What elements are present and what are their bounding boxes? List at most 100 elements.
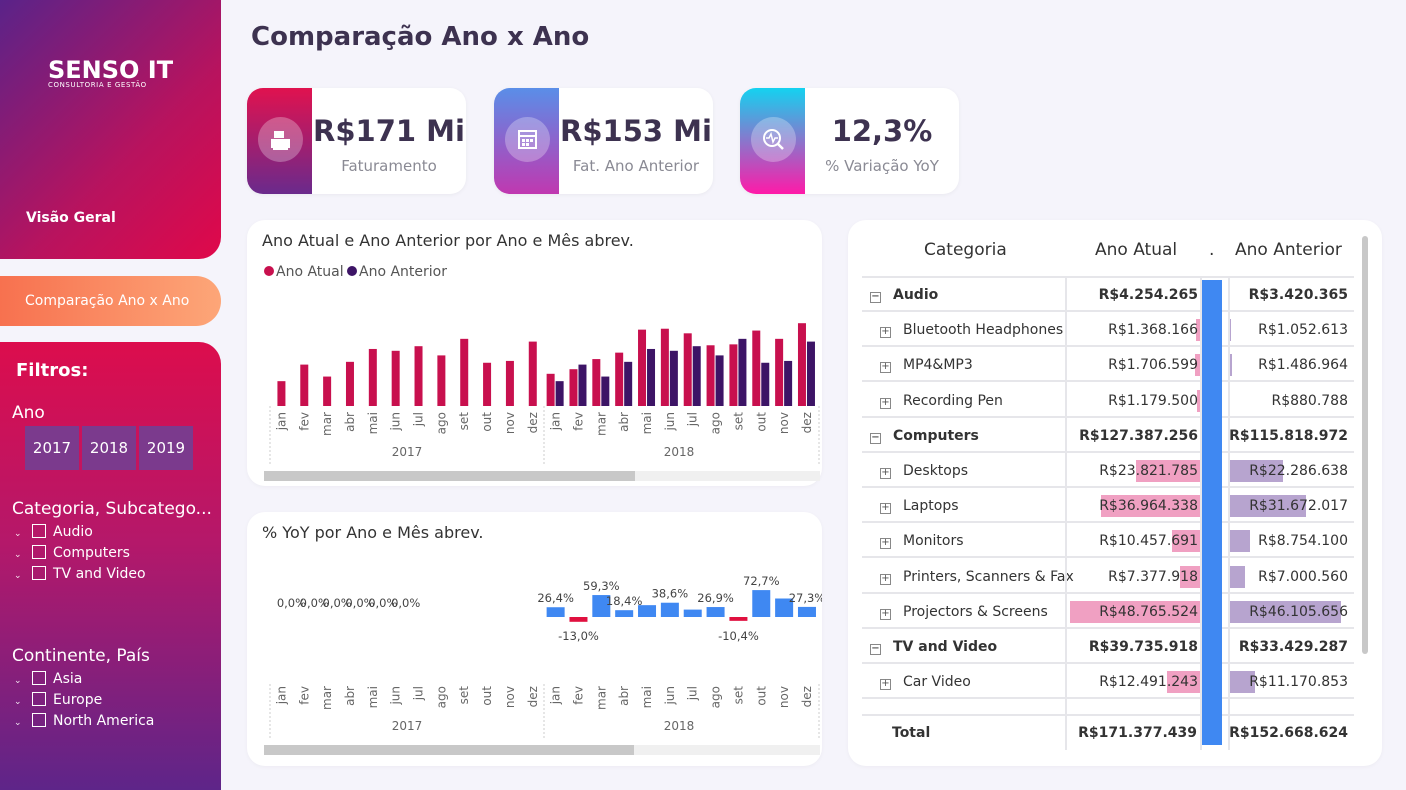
subcategory-row[interactable]: + Projectors & Screens R$48.765.524 R$46.10… xyxy=(862,595,1354,629)
data-label: 26,9% xyxy=(697,591,734,605)
kpi-value: R$153 Mi xyxy=(560,114,712,148)
yoy-bar xyxy=(615,610,634,617)
data-label: 0,0% xyxy=(300,596,329,610)
continent-item-north-america[interactable]: ⌄ North America xyxy=(14,711,154,731)
subcategory-row[interactable]: + Monitors R$10.457.691 R$8.754.100 xyxy=(862,524,1354,559)
checkbox[interactable] xyxy=(32,671,46,685)
checkbox[interactable] xyxy=(32,713,46,727)
checkbox[interactable] xyxy=(32,524,46,538)
checkbox[interactable] xyxy=(32,566,46,580)
ano-anterior-cell: R$1.486.964 xyxy=(1258,357,1348,374)
yoy-chart-panel: % YoY por Ano e Mês abrev. 0,0% jan 0,0% fe… xyxy=(247,512,822,766)
x-tick-label: jul xyxy=(686,412,700,427)
collapse-icon[interactable]: − xyxy=(870,431,881,444)
ano-anterior-cell: R$33.429.287 xyxy=(1238,639,1348,655)
ano-anterior-cell: R$7.000.560 xyxy=(1258,568,1348,585)
continent-item-europe[interactable]: ⌄ Europe xyxy=(14,690,102,710)
nav-visao-geral[interactable]: Visão Geral xyxy=(26,210,116,226)
subcategory-row[interactable]: + Printers, Scanners & Fax R$7.377.918 R$7.… xyxy=(862,560,1354,594)
x-tick-label: mai xyxy=(640,686,654,708)
chevron-down-icon[interactable]: ⌄ xyxy=(14,697,22,707)
nav-comparacao[interactable]: Comparação Ano x Ano xyxy=(0,276,221,326)
expand-icon[interactable]: + xyxy=(880,607,891,620)
x-tick-label: mar xyxy=(320,412,334,436)
year-group-label: 2017 xyxy=(392,445,423,459)
data-bar-ano-anterior xyxy=(1228,565,1246,588)
subcategory-row[interactable]: + Laptops R$36.964.338 R$31.672.017 xyxy=(862,489,1354,524)
category-item-tv-video[interactable]: ⌄ TV and Video xyxy=(14,564,146,584)
x-tick-label: fev xyxy=(571,412,585,431)
table-scrollbar[interactable] xyxy=(1362,236,1368,654)
collapse-icon[interactable]: − xyxy=(870,291,881,303)
ano-atual-cell: R$12.491.243 xyxy=(1099,674,1198,691)
scrollbar-thumb[interactable] xyxy=(264,745,634,755)
collapse-icon[interactable]: − xyxy=(870,643,881,655)
filters-panel: Filtros: Ano 2017 2018 2019 Categoria, S… xyxy=(0,342,221,790)
data-bar-ano-atual xyxy=(1196,389,1200,412)
expand-icon[interactable]: + xyxy=(880,467,891,479)
chevron-down-icon[interactable]: ⌄ xyxy=(14,529,22,539)
subcategory-row[interactable]: + Bluetooth Headphones R$1.368.166 R$1.052.… xyxy=(862,313,1354,348)
chevron-down-icon[interactable]: ⌄ xyxy=(14,550,22,560)
data-label: 18,4% xyxy=(606,594,643,608)
ano-atual-cell: R$7.377.918 xyxy=(1108,568,1198,585)
expand-icon[interactable]: + xyxy=(880,502,891,515)
category-item-audio[interactable]: ⌄ Audio xyxy=(14,522,93,542)
subcategory-row[interactable]: + MP4&MP3 R$1.706.599 R$1.486.964 xyxy=(862,348,1354,383)
bar-ano-anterior xyxy=(578,364,587,406)
kpi-label: % Variação YoY xyxy=(825,157,939,175)
bar-ano-atual xyxy=(505,360,514,406)
year-button-2017[interactable]: 2017 xyxy=(25,426,79,470)
yoy-bar xyxy=(797,606,816,617)
expand-icon[interactable]: + xyxy=(880,361,891,374)
ano-atual-cell: R$127.387.256 xyxy=(1079,427,1198,444)
chevron-down-icon[interactable]: ⌄ xyxy=(14,718,22,728)
bar-ano-atual xyxy=(615,352,624,406)
header-ano-anterior[interactable]: Ano Anterior xyxy=(1235,240,1342,260)
kpi-value: R$171 Mi xyxy=(313,114,465,148)
checkbox[interactable] xyxy=(32,692,46,706)
expand-icon[interactable]: + xyxy=(880,537,891,550)
year-group-label: 2018 xyxy=(664,445,695,459)
subcategory-row[interactable]: + Car Video R$12.491.243 R$11.170.853 xyxy=(862,665,1354,700)
scrollbar-thumb[interactable] xyxy=(264,471,635,481)
category-name: Bluetooth Headphones xyxy=(903,322,1064,339)
legend-ano-anterior: Ano Anterior xyxy=(359,264,447,280)
chevron-down-icon[interactable]: ⌄ xyxy=(14,676,22,686)
yoy-chart: 0,0% jan 0,0% fev 0,0% mar 0,0% abr 0,0% mai 0,0% j… xyxy=(269,574,822,740)
ano-anterior-cell: R$8.754.100 xyxy=(1258,533,1348,550)
x-tick-label: mar xyxy=(594,412,608,436)
category-row[interactable]: − Audio R$4.254.265 R$3.420.365 xyxy=(862,278,1354,312)
header-ano-atual[interactable]: Ano Atual xyxy=(1095,240,1178,260)
data-bar-ano-atual xyxy=(1166,671,1200,694)
category-cell: + Car Video xyxy=(880,665,971,699)
data-label: 0,0% xyxy=(345,596,374,610)
header-dot[interactable]: . xyxy=(1209,240,1215,260)
category-row[interactable]: − Computers R$127.387.256 R$115.818.972 xyxy=(862,419,1354,453)
ano-atual-cell: R$4.254.265 xyxy=(1098,287,1198,303)
header-categoria[interactable]: Categoria xyxy=(924,240,1007,260)
expand-icon[interactable]: + xyxy=(880,678,891,691)
subcategory-row[interactable]: + Desktops R$23.821.785 R$22.286.638 xyxy=(862,454,1354,488)
category-cell: + Monitors xyxy=(880,524,964,558)
category-cell: + MP4&MP3 xyxy=(880,348,973,382)
continent-label: Asia xyxy=(53,671,83,687)
x-tick-label: jul xyxy=(686,686,700,701)
expand-icon[interactable]: + xyxy=(880,326,891,339)
expand-icon[interactable]: + xyxy=(880,572,891,585)
data-label: 0,0% xyxy=(391,596,420,610)
subcategory-row[interactable]: + Recording Pen R$1.179.500 R$880.788 xyxy=(862,384,1354,418)
x-tick-label: dez xyxy=(800,412,814,433)
year-button-2018[interactable]: 2018 xyxy=(82,426,136,470)
data-label: -10,4% xyxy=(718,629,759,643)
continent-item-asia[interactable]: ⌄ Asia xyxy=(14,669,82,689)
checkbox[interactable] xyxy=(32,545,46,559)
chevron-down-icon[interactable]: ⌄ xyxy=(14,571,22,581)
expand-icon[interactable]: + xyxy=(880,396,891,409)
category-name: TV and Video xyxy=(893,639,998,655)
year-group-label: 2017 xyxy=(392,719,423,733)
category-item-computers[interactable]: ⌄ Computers xyxy=(14,543,130,563)
year-button-2019[interactable]: 2019 xyxy=(139,426,193,470)
category-row[interactable]: − TV and Video R$39.735.918 R$33.429.287 xyxy=(862,630,1354,664)
kpi-icon-bg xyxy=(740,88,805,194)
